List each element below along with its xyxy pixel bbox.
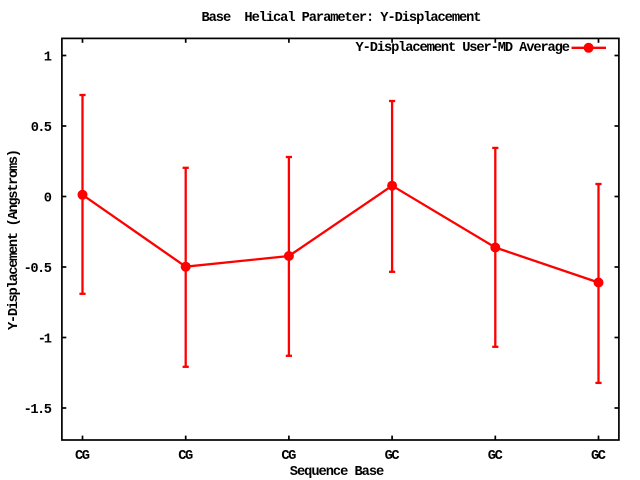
svg-text:Sequence Base: Sequence Base bbox=[290, 465, 385, 480]
svg-text:1: 1 bbox=[44, 50, 52, 65]
svg-text:Y-Displacement (Angstroms): Y-Displacement (Angstroms) bbox=[7, 149, 22, 330]
svg-text:0.5: 0.5 bbox=[31, 121, 52, 136]
svg-text:-1: -1 bbox=[38, 332, 52, 347]
svg-text:Y-Displacement User-MD Average: Y-Displacement User-MD Average bbox=[356, 41, 571, 56]
svg-text:0: 0 bbox=[44, 191, 52, 206]
svg-text:GC: GC bbox=[488, 449, 503, 464]
svg-text:CG: CG bbox=[178, 449, 193, 464]
svg-text:GC: GC bbox=[385, 449, 400, 464]
svg-text:CG: CG bbox=[281, 449, 296, 464]
svg-text:GC: GC bbox=[591, 449, 606, 464]
svg-text:-1.5: -1.5 bbox=[24, 403, 52, 418]
svg-text:CG: CG bbox=[75, 449, 90, 464]
svg-text:Base Helical Parameter: Y-Dis: Base Helical Parameter: Y-Displacement bbox=[202, 11, 482, 26]
svg-text:-0.5: -0.5 bbox=[24, 262, 52, 277]
